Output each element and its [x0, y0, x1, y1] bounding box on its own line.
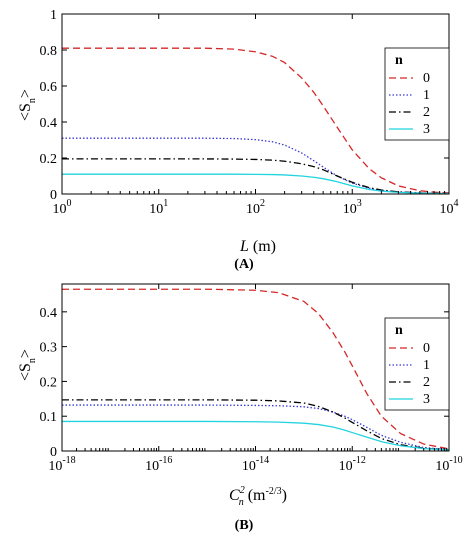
panel-b-ytick-label: 0.3	[40, 341, 58, 356]
panel-a-xtick-label: 102	[246, 198, 265, 217]
panel-a-ytick-label: 0.2	[40, 152, 58, 167]
panel-b-legend-label-1: 1	[423, 358, 430, 373]
panel-b-legend: n 0 1 2 3	[384, 317, 450, 411]
panel-b-legend-title: n	[395, 323, 403, 338]
panel-b-xtick-label: 10-10	[435, 455, 462, 474]
panel-b-xtick-label: 10-16	[145, 455, 172, 474]
panel-b-y-axis-label: <Sn>	[17, 349, 38, 381]
svg-text:<Sn>: <Sn>	[17, 349, 38, 381]
panel-a-ytick-label: 0.6	[40, 80, 58, 95]
panel-a-ytick-label: 1	[50, 8, 57, 23]
panel-b-xlabel-sup: 2	[240, 485, 245, 496]
panel-a-legend-label-2: 2	[423, 105, 430, 120]
panel-b-x-axis-label: C2 n (m-2/3)	[229, 485, 287, 508]
panel-a-series-line-3	[62, 173, 450, 195]
panel-a-ylabel-sub: n	[27, 98, 38, 103]
panel-a-legend-label-0: 0	[423, 71, 430, 86]
panel-a-ytick-label: 0.4	[40, 116, 58, 131]
panel-b-ytick-label: 0.2	[40, 375, 58, 390]
svg-text:<Sn>: <Sn>	[17, 89, 38, 121]
panel-a-ylabel-open: <S	[17, 103, 34, 121]
panel-b-label: (B)	[235, 518, 254, 533]
panel-a-xtick-label: 100	[53, 198, 72, 217]
panel-a-series-line-1	[62, 137, 450, 195]
panel-a-legend-box	[384, 47, 450, 141]
panel-b-series-group	[62, 288, 450, 451]
panel-a-legend: n 0 1 2 3	[384, 47, 450, 141]
panel-b-legend-label-0: 0	[423, 341, 430, 356]
panel-b-legend-label-2: 2	[423, 375, 430, 390]
panel-a-series-group	[62, 47, 450, 195]
panel-b-legend-box	[384, 317, 450, 411]
panel-a-x-axis-label: L (m)	[239, 238, 276, 255]
panel-b-xlabel-sub: n	[239, 497, 244, 508]
panel-a-legend-title: n	[395, 53, 403, 68]
panel-a-series-line-0	[62, 47, 450, 194]
panel-a-xlabel-unit: (m)	[249, 238, 276, 255]
panel-a-legend-label-3: 3	[423, 122, 430, 137]
panel-a-xtick-label: 103	[343, 198, 362, 217]
panel-a-ytick-label: 0	[50, 188, 57, 203]
panel-b-xlabel-unit: (m	[244, 487, 266, 504]
panel-a-xlabel-main: L	[239, 238, 249, 255]
panel-a-ylabel-close: >	[17, 89, 34, 98]
panel-a-xtick-label: 104	[440, 198, 459, 217]
panel-b-ylabel-close: >	[17, 349, 34, 358]
panel-b-xlabel-unit-sup: -2/3	[266, 486, 282, 497]
panel-b-ylabel-sub: n	[27, 358, 38, 363]
panel-a-xtick-label: 101	[149, 198, 168, 217]
panel-b-series-line-2	[62, 399, 450, 451]
panel-b-series-line-1	[62, 404, 450, 451]
panel-b-series-line-0	[62, 288, 450, 450]
panel-b-xtick-label: 10-12	[339, 455, 366, 474]
panel-b-xlabel-unit-close: )	[282, 487, 287, 504]
panel-b-xtick-label: 10-14	[242, 455, 269, 474]
panel-b: 10-18 10-16 10-14 10-12 10-10 0 0.1 0.2 0.3 0.4 <…	[17, 283, 463, 533]
panel-b-ytick-label: 0	[50, 445, 57, 460]
panel-a-y-axis-label: <Sn>	[17, 89, 38, 121]
panel-b-series-line-3	[62, 420, 450, 451]
panel-b-xtick-label: 10-18	[48, 455, 75, 474]
panel-a-ytick-label: 0.8	[40, 44, 58, 59]
panel-a-label: (A)	[234, 257, 254, 272]
panel-b-ytick-label: 0.1	[40, 410, 58, 425]
panel-a-series-line-2	[62, 158, 450, 195]
panel-b-ylabel-open: <S	[17, 363, 34, 381]
panel-b-xlabel-main: C	[229, 487, 240, 504]
panel-a-legend-label-1: 1	[423, 88, 430, 103]
panel-b-ytick-label: 0.4	[40, 306, 58, 321]
panel-b-legend-label-3: 3	[423, 392, 430, 407]
